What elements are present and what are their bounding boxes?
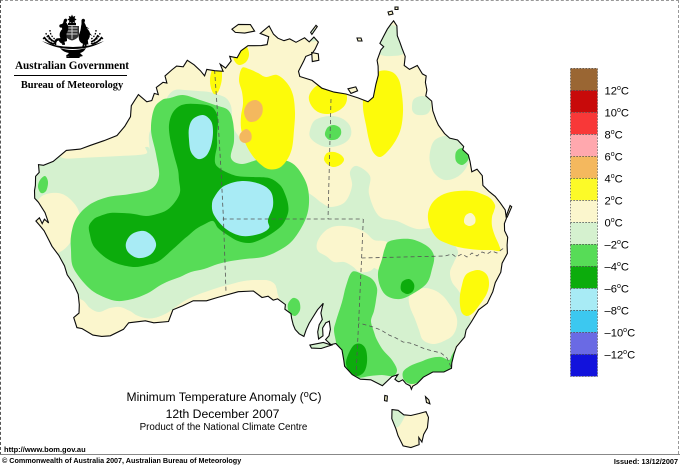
svg-text:12oC: 12oC (605, 85, 629, 97)
svg-text:–10oC: –10oC (605, 327, 636, 339)
svg-text:6oC: 6oC (605, 151, 623, 163)
svg-text:8oC: 8oC (605, 129, 623, 141)
svg-text:4oC: 4oC (605, 173, 623, 185)
svg-text:–4oC: –4oC (605, 261, 629, 273)
svg-text:2oC: 2oC (605, 195, 623, 207)
svg-text:–6oC: –6oC (605, 283, 629, 295)
svg-text:–2oC: –2oC (605, 239, 629, 251)
svg-text:10oC: 10oC (605, 107, 629, 119)
svg-text:0oC: 0oC (605, 217, 623, 229)
svg-text:–8oC: –8oC (605, 305, 629, 317)
svg-text:–12oC: –12oC (605, 349, 636, 361)
